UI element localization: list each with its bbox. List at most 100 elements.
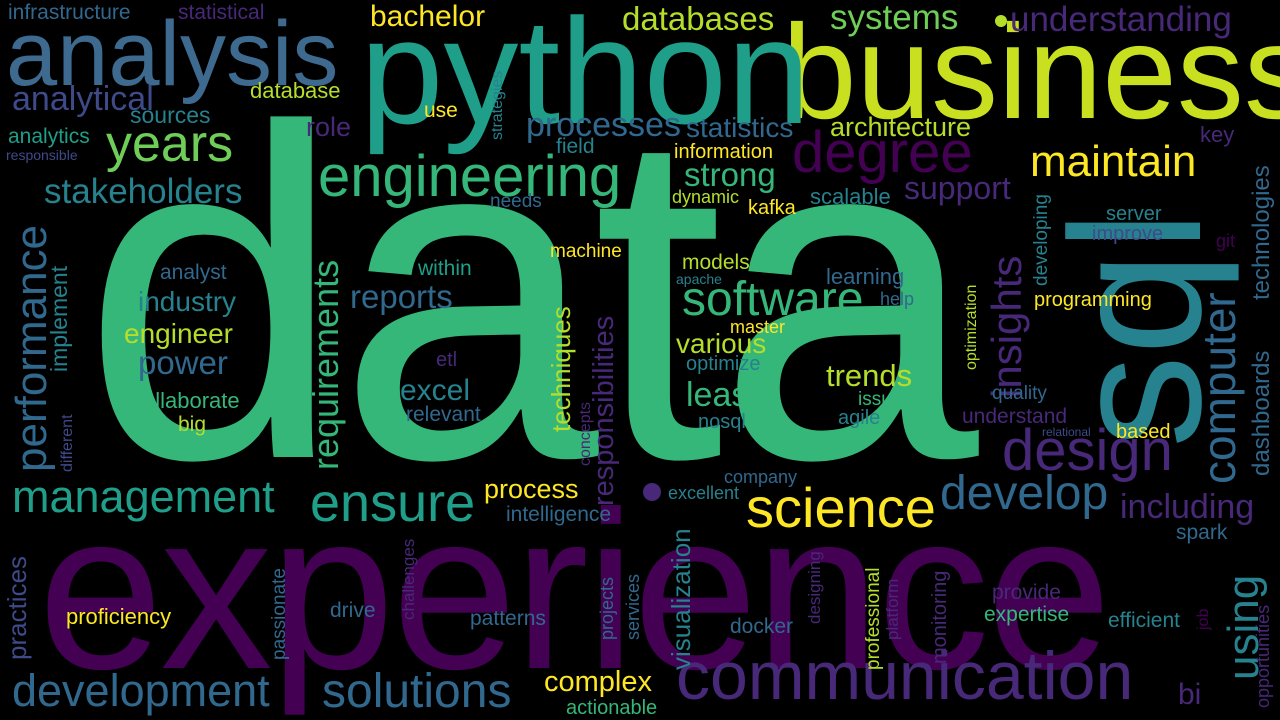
word-industry: industry — [138, 286, 237, 317]
word-bachelor: bachelor — [370, 0, 486, 33]
dot-mark — [643, 483, 661, 501]
word-models: models — [682, 251, 750, 274]
word-architecture: architecture — [830, 112, 972, 142]
word-python: python — [360, 0, 811, 155]
word-improve: improve — [1092, 223, 1164, 245]
word-ensure: ensure — [310, 473, 476, 533]
word-projects: projects — [597, 576, 617, 640]
word-concepts: concepts — [577, 401, 594, 466]
word-years: years — [106, 115, 234, 173]
word-develop: develop — [940, 467, 1109, 520]
word-management: management — [12, 471, 275, 522]
word-analytics: analytics — [8, 125, 90, 148]
word-software: software — [682, 273, 864, 326]
word-services: services — [623, 573, 643, 640]
word-responsibilities: responsibilities — [588, 315, 620, 506]
word-bi: bi — [1178, 678, 1202, 711]
word-master: master — [730, 317, 786, 337]
word-databases: databases — [622, 0, 775, 37]
word-responsible: responsible — [6, 147, 78, 163]
word-issues: issues — [858, 389, 912, 410]
word-maintain: maintain — [1030, 137, 1197, 186]
word-visualization: visualization — [666, 528, 696, 670]
word-excel: excel — [400, 374, 471, 407]
word-data: data — [82, 32, 979, 557]
word-insights: insights — [983, 255, 1030, 398]
word-dashboards: dashboards — [1248, 350, 1275, 476]
word-statistical: statistical — [178, 1, 265, 24]
word-opportunities: opportunities — [1253, 604, 1273, 708]
word-science: science — [746, 476, 936, 539]
word-implement: implement — [46, 265, 72, 372]
word-experience: experience — [38, 464, 1112, 716]
word-strategies: strategies — [489, 70, 506, 140]
word-processes: processes — [526, 106, 681, 144]
word-monitoring: monitoring — [929, 570, 951, 664]
word-analyst: analyst — [160, 261, 227, 284]
word-stakeholders: stakeholders — [44, 172, 243, 211]
word-platform: platform — [883, 578, 902, 640]
word-technologies: technologies — [1248, 165, 1275, 300]
word-database: database — [250, 78, 341, 103]
word-computer: computer — [1193, 292, 1245, 484]
word-apache: apache — [676, 271, 722, 287]
word-including: including — [1120, 488, 1255, 526]
word-degree: degree — [792, 120, 973, 185]
word-complex: complex — [544, 666, 652, 698]
word-company: company — [724, 467, 798, 487]
word-various: various — [676, 328, 767, 359]
word-role: role — [306, 112, 352, 142]
word-intelligence: intelligence — [506, 503, 612, 526]
word-power: power — [138, 344, 228, 381]
word-engineer: engineer — [124, 318, 233, 349]
word-agile: agile — [838, 407, 881, 429]
word-proficiency: proficiency — [66, 604, 172, 629]
word-analytical: analytical — [12, 80, 154, 118]
word-engineering: engineering — [318, 144, 622, 209]
word-docker: docker — [730, 615, 794, 638]
word-job: job — [1195, 608, 1212, 630]
word-help: help — [880, 289, 915, 309]
word-designing: designing — [805, 551, 824, 624]
word-relevant: relevant — [406, 403, 481, 426]
word-programming: programming — [1034, 289, 1152, 311]
word-patterns: patterns — [470, 607, 546, 630]
word-systems: systems — [830, 0, 959, 37]
word-expertise: expertise — [984, 603, 1070, 626]
word-understand: understand — [962, 405, 1068, 428]
word-development: development — [12, 665, 270, 716]
word-understanding: understanding — [1010, 0, 1232, 39]
word-actionable: actionable — [566, 697, 658, 719]
word-support: support — [904, 170, 1011, 206]
word-quality: quality — [992, 383, 1047, 404]
word-based: based — [1116, 421, 1171, 443]
word-kafka: kafka — [748, 197, 796, 219]
word-business: business — [782, 0, 1280, 147]
word-design: design — [1002, 418, 1173, 483]
word-developing: developing — [1031, 194, 1052, 286]
word-reports: reports — [350, 278, 453, 315]
word-trends: trends — [826, 358, 913, 393]
word-different: different — [59, 414, 76, 472]
word-sources: sources — [130, 102, 211, 128]
word-git: git — [1216, 231, 1236, 251]
word-strong: strong — [684, 156, 776, 193]
word-spark: spark — [1176, 521, 1228, 544]
word-provide: provide — [992, 581, 1061, 604]
word-analysis: analysis — [6, 3, 339, 105]
word-communication: communication — [676, 638, 1134, 714]
word-statistics: statistics — [686, 112, 794, 143]
word-relational: relational — [1042, 425, 1091, 439]
word-optimize: optimize — [686, 353, 761, 375]
word-least: least — [686, 376, 758, 414]
word-techniques: techniques — [546, 306, 576, 432]
word-practices: practices — [2, 555, 32, 660]
dot-mark — [995, 15, 1007, 27]
word-etl: etl — [436, 349, 458, 371]
word-within: within — [418, 257, 472, 280]
word-machine: machine — [550, 241, 622, 262]
word-dynamic: dynamic — [672, 187, 740, 207]
word-nosql: nosql — [698, 411, 746, 433]
word-requirements: requirements — [305, 259, 346, 470]
word-key: key — [1200, 122, 1235, 147]
